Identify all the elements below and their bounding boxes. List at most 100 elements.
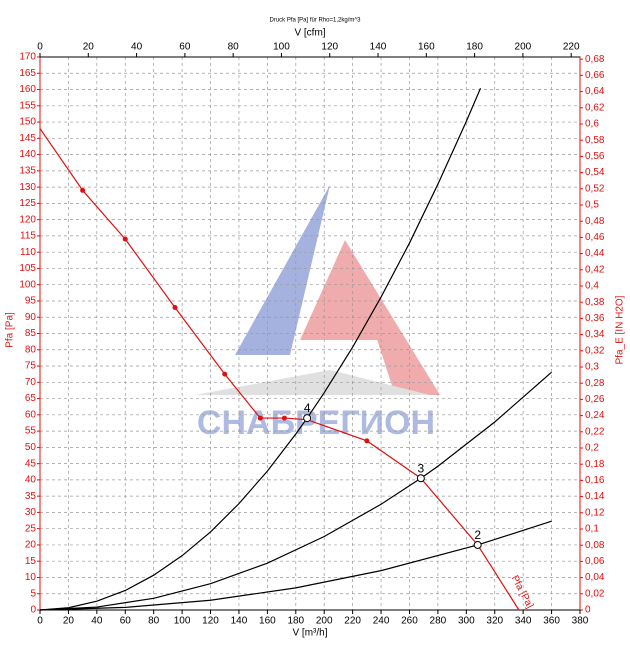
y-tick-label: 75	[25, 361, 37, 372]
y2-tick-label: 0,56	[585, 151, 605, 162]
y-tick-label: 60	[25, 409, 37, 420]
x2-tick-label: 40	[131, 42, 143, 53]
operating-point-label: 3	[417, 461, 424, 475]
x-tick-label: 380	[572, 616, 589, 627]
x-tick-label: 120	[202, 616, 219, 627]
y-tick-label: 30	[25, 507, 37, 518]
y-tick-label: 165	[19, 68, 36, 79]
y2-tick-label: 0	[585, 605, 591, 616]
y-tick-label: 65	[25, 393, 37, 404]
data-point	[80, 187, 86, 193]
y2-tick-label: 0,26	[585, 394, 605, 405]
y2-tick-label: 0,28	[585, 378, 605, 389]
operating-point-label: 2	[474, 528, 481, 542]
y-tick-label: 125	[19, 198, 36, 209]
y-tick-label: 85	[25, 328, 37, 339]
y2-tick-label: 0,48	[585, 216, 605, 227]
y-tick-label: 155	[19, 100, 36, 111]
x2-tick-label: 140	[370, 42, 387, 53]
y2-tick-label: 0,42	[585, 264, 605, 275]
x-tick-label: 80	[148, 616, 160, 627]
y-tick-label: 45	[25, 458, 37, 469]
y-tick-label: 15	[25, 556, 37, 567]
curve-label: Pfa [Pa]	[509, 574, 536, 611]
y-tick-label: 170	[19, 52, 36, 63]
y2-tick-label: 0,44	[585, 248, 605, 259]
y2-tick-label: 0,2	[585, 443, 599, 454]
y2-tick-label: 0,3	[585, 362, 599, 373]
y2-tick-label: 0,66	[585, 70, 605, 81]
data-point	[281, 415, 287, 421]
x-axis-label: V [m³/h]	[292, 628, 327, 639]
y2-tick-label: 0,46	[585, 232, 605, 243]
y2-tick-label: 0,62	[585, 102, 605, 113]
y-tick-label: 20	[25, 540, 37, 551]
x2-tick-label: 200	[515, 42, 532, 53]
data-point	[364, 438, 370, 444]
y-tick-label: 100	[19, 279, 36, 290]
y2-tick-label: 0,12	[585, 507, 605, 518]
y-tick-label: 80	[25, 344, 37, 355]
operating-point-label: 4	[304, 401, 311, 415]
y-tick-label: 150	[19, 117, 36, 128]
data-point	[172, 304, 178, 310]
operating-point	[416, 474, 425, 483]
x2-tick-label: 80	[228, 42, 240, 53]
x2-tick-label: 20	[83, 42, 95, 53]
y2-tick-label: 0,54	[585, 167, 605, 178]
y2-tick-label: 0,06	[585, 556, 605, 567]
x2-tick-label: 60	[179, 42, 191, 53]
operating-point	[473, 540, 482, 549]
x-tick-label: 100	[174, 616, 191, 627]
y-tick-label: 35	[25, 491, 37, 502]
x-tick-label: 200	[316, 616, 333, 627]
y2-tick-label: 0,14	[585, 491, 605, 502]
x-tick-label: 60	[120, 616, 132, 627]
x-tick-label: 180	[287, 616, 304, 627]
y2-tick-label: 0,08	[585, 540, 605, 551]
y2-axis-label: Pfa_E [IN H2O]	[615, 295, 626, 364]
series-line	[39, 87, 482, 611]
y2-tick-label: 0,02	[585, 588, 605, 599]
x-tick-label: 220	[344, 616, 361, 627]
series-line	[39, 371, 552, 611]
data-point	[222, 371, 228, 377]
y-tick-label: 50	[25, 442, 37, 453]
x-tick-label: 20	[63, 616, 75, 627]
y-tick-label: 115	[20, 231, 36, 242]
y2-tick-label: 0,58	[585, 135, 605, 146]
x-tick-label: 260	[401, 616, 418, 627]
x-tick-label: 300	[458, 616, 475, 627]
y2-tick-label: 0,36	[585, 313, 605, 324]
y-axis-label: Pfa [Pa]	[5, 312, 16, 348]
y-tick-label: 40	[25, 475, 37, 486]
y-tick-label: 95	[25, 296, 37, 307]
x2-tick-label: 180	[466, 42, 483, 53]
data-point	[257, 415, 263, 421]
x2-tick-label: 220	[563, 42, 580, 53]
y2-tick-label: 0,22	[585, 426, 605, 437]
y-tick-label: 160	[19, 84, 36, 95]
y2-tick-label: 0,68	[585, 54, 605, 65]
data-point	[122, 236, 128, 242]
y-tick-label: 135	[19, 165, 36, 176]
y2-tick-label: 0,24	[585, 410, 605, 421]
x-tick-label: 340	[515, 616, 532, 627]
y-tick-label: 5	[30, 588, 36, 599]
y-tick-label: 145	[19, 133, 36, 144]
y2-tick-label: 0,18	[585, 459, 605, 470]
x2-tick-label: 100	[273, 42, 290, 53]
x-tick-label: 320	[486, 616, 503, 627]
y2-tick-label: 0,5	[585, 200, 599, 211]
y-tick-label: 10	[25, 572, 37, 583]
x-tick-label: 140	[231, 616, 248, 627]
y-tick-label: 120	[19, 214, 36, 225]
x-tick-label: 360	[543, 616, 560, 627]
y2-tick-label: 0,52	[585, 183, 605, 194]
x2-tick-label: 0	[37, 42, 43, 53]
x-tick-label: 280	[430, 616, 447, 627]
y-tick-label: 130	[19, 182, 36, 193]
x2-tick-label: 120	[321, 42, 338, 53]
y-tick-label: 25	[25, 523, 37, 534]
y2-tick-label: 0,32	[585, 345, 605, 356]
